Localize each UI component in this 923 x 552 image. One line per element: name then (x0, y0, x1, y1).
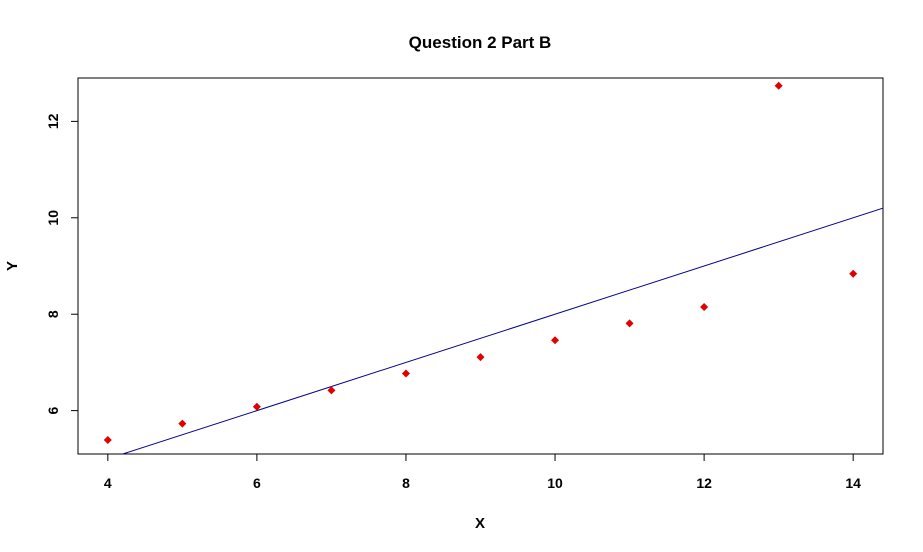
y-axis-label: Y (4, 261, 21, 271)
data-point (700, 302, 709, 311)
x-tick-label: 12 (696, 475, 712, 491)
data-point (252, 402, 261, 411)
chart-title: Question 2 Part B (409, 33, 552, 52)
data-point (103, 436, 112, 445)
y-tick-label: 6 (45, 407, 61, 415)
y-tick-label: 10 (45, 210, 61, 226)
y-axis: 6 8 10 12 (45, 113, 78, 415)
data-point (476, 353, 485, 362)
data-point (401, 369, 410, 378)
y-tick-label: 12 (45, 113, 61, 129)
x-tick-label: 4 (104, 475, 112, 491)
plot-frame (77, 77, 884, 455)
x-axis: 4 6 8 10 12 14 (104, 454, 861, 491)
plot-area: 4 6 8 10 12 14 6 8 10 12 (45, 77, 884, 491)
data-point (774, 81, 783, 90)
data-point (849, 269, 858, 278)
x-tick-label: 6 (253, 475, 261, 491)
y-tick-label: 8 (45, 310, 61, 318)
data-point (551, 336, 560, 345)
regression-line (121, 207, 883, 454)
data-point (625, 319, 634, 328)
regression-line-layer (121, 207, 883, 454)
x-tick-label: 14 (845, 475, 861, 491)
data-point (327, 386, 336, 395)
x-axis-label: X (475, 515, 485, 532)
x-tick-label: 10 (547, 475, 563, 491)
data-point (178, 419, 187, 428)
x-tick-label: 8 (402, 475, 410, 491)
points-layer (103, 81, 858, 445)
